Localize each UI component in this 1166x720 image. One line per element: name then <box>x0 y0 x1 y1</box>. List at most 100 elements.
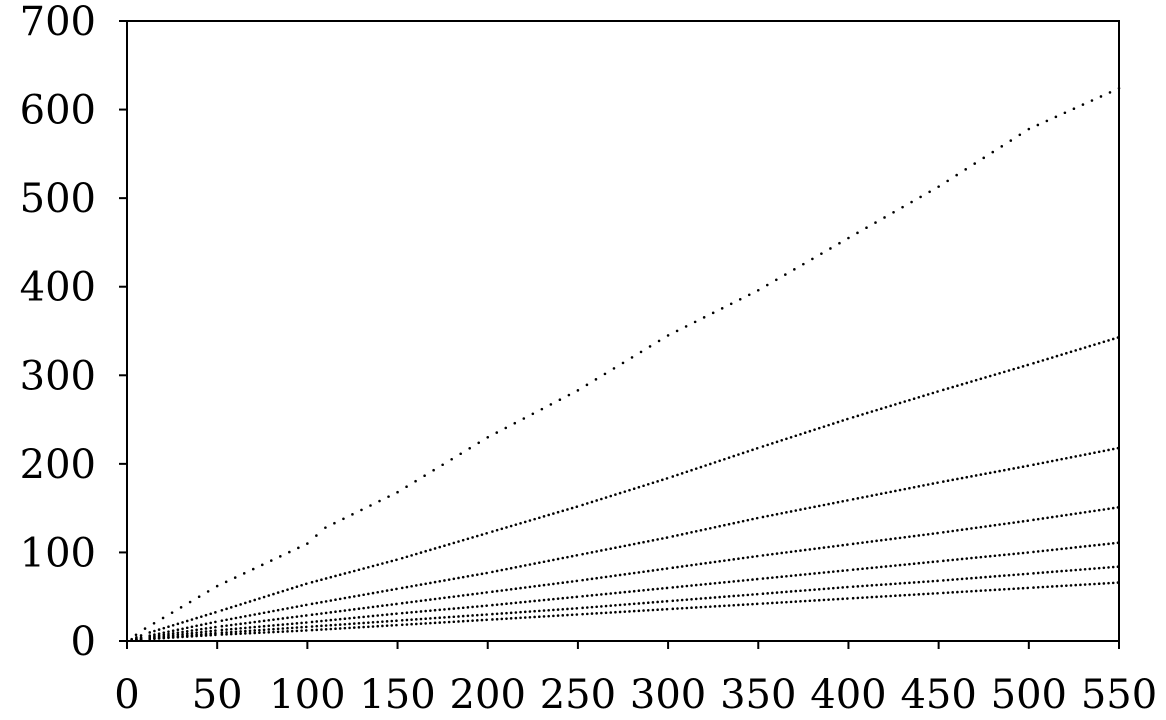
data-point <box>1026 551 1030 554</box>
data-point <box>827 502 830 506</box>
data-point <box>248 631 252 635</box>
series-5 <box>125 541 1120 643</box>
data-point <box>737 603 740 607</box>
data-point <box>585 383 589 387</box>
data-point <box>926 483 930 486</box>
data-point <box>618 610 622 614</box>
data-point <box>741 519 745 523</box>
data-point <box>1017 552 1020 555</box>
data-point <box>651 539 655 542</box>
data-point <box>1069 569 1073 572</box>
data-point <box>239 622 242 626</box>
data-point <box>1045 119 1049 123</box>
data-point <box>148 637 152 641</box>
data-point <box>604 496 608 499</box>
data-point <box>690 563 693 567</box>
data-point <box>1102 449 1106 453</box>
data-point <box>780 601 784 604</box>
data-point <box>220 631 224 635</box>
data-point <box>190 625 194 629</box>
data-point <box>234 630 238 634</box>
data-point <box>395 619 398 622</box>
data-point <box>846 499 849 502</box>
data-point <box>846 568 849 572</box>
data-point <box>1116 541 1120 545</box>
data-point <box>718 559 721 563</box>
data-point <box>751 578 754 581</box>
data-point <box>523 586 527 589</box>
data-point <box>808 506 812 510</box>
data-point <box>566 580 569 584</box>
data-point <box>680 606 684 610</box>
data-point <box>799 600 802 603</box>
data-point <box>533 609 536 613</box>
data-point <box>395 602 398 606</box>
x-tick-label: 50 <box>192 672 243 718</box>
data-point <box>870 584 874 587</box>
data-point <box>609 604 613 607</box>
data-point <box>965 381 969 385</box>
data-point <box>737 579 740 583</box>
data-point <box>680 533 684 536</box>
data-point <box>400 623 404 627</box>
data-point <box>704 561 707 565</box>
data-point <box>351 513 354 516</box>
data-point <box>542 515 546 518</box>
data-point <box>390 619 394 623</box>
data-point <box>817 598 821 602</box>
data-point <box>258 612 261 615</box>
data-point <box>632 602 636 606</box>
data-point <box>671 607 675 611</box>
data-point <box>244 621 247 625</box>
data-point <box>903 593 907 597</box>
data-point <box>315 601 319 605</box>
data-point <box>528 600 532 603</box>
data-point <box>832 501 835 505</box>
data-point <box>595 612 598 615</box>
data-point <box>775 601 779 604</box>
y-tick-label: 400 <box>20 265 96 311</box>
data-point <box>808 548 812 551</box>
data-point <box>970 556 973 560</box>
data-point <box>491 603 494 607</box>
data-point <box>485 591 488 594</box>
data-point <box>457 606 460 610</box>
data-point <box>646 482 650 486</box>
data-point <box>1107 542 1110 546</box>
data-point <box>755 554 759 558</box>
data-point <box>732 603 736 607</box>
data-point <box>214 633 217 637</box>
data-point <box>874 221 877 224</box>
data-point <box>200 634 203 638</box>
data-point <box>709 462 712 466</box>
data-point <box>856 231 859 235</box>
data-point <box>338 617 342 621</box>
data-point <box>1060 353 1063 356</box>
data-point <box>310 580 314 584</box>
data-point <box>161 616 165 620</box>
data-point <box>590 500 594 504</box>
data-point <box>718 595 721 599</box>
data-point <box>528 563 532 566</box>
data-point <box>884 491 888 495</box>
data-point <box>898 582 902 585</box>
data-point <box>505 602 508 606</box>
data-point <box>766 553 769 557</box>
data-point <box>794 574 798 577</box>
data-point <box>1079 583 1082 587</box>
data-point <box>162 636 166 640</box>
data-point <box>371 614 375 618</box>
data-point <box>135 638 138 642</box>
data-point <box>755 602 759 606</box>
data-point <box>486 435 490 439</box>
data-point <box>1055 515 1059 518</box>
data-point <box>775 591 779 594</box>
data-point <box>452 615 456 619</box>
data-point <box>651 481 655 485</box>
data-point <box>694 529 698 533</box>
data-point <box>1041 461 1045 465</box>
data-point <box>433 616 437 620</box>
data-point <box>1097 582 1101 586</box>
data-point <box>362 606 365 610</box>
data-point <box>884 538 888 541</box>
